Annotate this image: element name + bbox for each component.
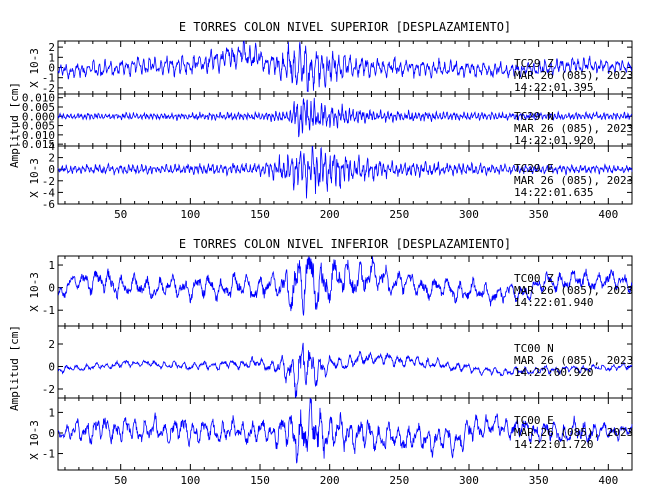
date-label-1-2: MAR 26 (085), 2023 bbox=[514, 426, 633, 439]
time-label-1-1: 14:22:00.920 bbox=[514, 366, 593, 379]
y-tick-label-0-1-5: 0.010 bbox=[22, 92, 55, 105]
y-tick-label-1-0-1: 0 bbox=[48, 282, 55, 295]
x-tick-label-1-0: 50 bbox=[114, 474, 127, 487]
y-tick-label-0-2-5: 4 bbox=[48, 140, 55, 153]
x-tick-label-0-1: 100 bbox=[180, 208, 200, 221]
date-label-0-0: MAR 26 (085), 2023 bbox=[514, 69, 633, 82]
x-tick-label-0-6: 350 bbox=[529, 208, 549, 221]
ylabel-amplitude-top: Amplitud [cm] bbox=[8, 82, 21, 168]
station-label-0-0: TC29 Z bbox=[514, 57, 554, 70]
station-label-0-1: TC29 N bbox=[514, 110, 554, 123]
y-tick-label-1-1-0: -2 bbox=[42, 383, 55, 396]
y-tick-label-0-0-3: 1 bbox=[48, 51, 55, 64]
ylabel-scale-top-3: X 10-3 bbox=[28, 158, 41, 198]
x-tick-label-1-3: 200 bbox=[320, 474, 340, 487]
station-label-1-2: TC00 E bbox=[514, 414, 554, 427]
y-tick-label-0-2-3: 0 bbox=[48, 163, 55, 176]
time-label-0-1: 14:22:01.920 bbox=[514, 134, 593, 147]
title-top: E TORRES COLON NIVEL SUPERIOR [DESPLAZAM… bbox=[179, 20, 511, 34]
x-tick-label-1-6: 350 bbox=[529, 474, 549, 487]
ylabel-scale-bottom-1: X 10-3 bbox=[28, 272, 41, 312]
y-tick-label-0-2-0: -6 bbox=[42, 198, 55, 211]
trace-0-2 bbox=[57, 146, 633, 199]
time-label-1-2: 14:22:01.720 bbox=[514, 438, 593, 451]
y-tick-label-1-2-2: 1 bbox=[48, 406, 55, 419]
y-tick-label-1-1-1: 0 bbox=[48, 361, 55, 374]
x-tick-label-1-5: 300 bbox=[459, 474, 479, 487]
time-label-0-2: 14:22:01.635 bbox=[514, 186, 593, 199]
station-label-0-2: TC29 E bbox=[514, 162, 554, 175]
trace-0-0 bbox=[57, 40, 633, 93]
y-tick-label-1-2-1: 0 bbox=[48, 427, 55, 440]
trace-1-0 bbox=[57, 256, 633, 316]
y-tick-label-0-0-1: -1 bbox=[42, 72, 55, 85]
y-tick-label-0-0-0: -2 bbox=[42, 82, 55, 95]
date-label-1-1: MAR 26 (085), 2023 bbox=[514, 354, 633, 367]
ylabel-amplitude-bottom: Amplitud [cm] bbox=[8, 325, 21, 411]
y-tick-label-0-0-4: 2 bbox=[48, 41, 55, 54]
trace-1-2 bbox=[57, 398, 633, 464]
x-tick-label-1-4: 250 bbox=[389, 474, 409, 487]
time-label-1-0: 14:22:01.940 bbox=[514, 296, 593, 309]
ylabel-scale-bottom-3: X 10-3 bbox=[28, 420, 41, 460]
x-tick-label-1-1: 100 bbox=[180, 474, 200, 487]
trace-0-1 bbox=[57, 97, 633, 138]
y-tick-label-1-2-0: -1 bbox=[42, 448, 55, 461]
y-tick-label-0-1-3: 0.000 bbox=[22, 110, 55, 123]
y-tick-label-0-0-2: 0 bbox=[48, 62, 55, 75]
date-label-0-1: MAR 26 (085), 2023 bbox=[514, 122, 633, 135]
ylabel-scale-top-1: X 10-3 bbox=[28, 48, 41, 88]
x-tick-label-0-3: 200 bbox=[320, 208, 340, 221]
y-tick-label-0-2-2: -2 bbox=[42, 175, 55, 188]
y-tick-label-0-1-2: -0.005 bbox=[15, 120, 55, 133]
y-tick-label-0-1-0: -0.015 bbox=[15, 138, 55, 151]
date-label-0-2: MAR 26 (085), 2023 bbox=[514, 174, 633, 187]
y-tick-label-0-1-4: 0.005 bbox=[22, 101, 55, 114]
y-tick-label-0-1-1: -0.010 bbox=[15, 129, 55, 142]
y-tick-label-0-2-1: -4 bbox=[42, 186, 56, 199]
x-tick-label-0-5: 300 bbox=[459, 208, 479, 221]
x-tick-label-1-2: 150 bbox=[250, 474, 270, 487]
y-tick-label-1-0-0: -1 bbox=[42, 304, 55, 317]
title-bottom: E TORRES COLON NIVEL INFERIOR [DESPLAZAM… bbox=[179, 237, 511, 251]
y-tick-label-1-0-2: 1 bbox=[48, 259, 55, 272]
station-label-1-0: TC00 Z bbox=[514, 272, 554, 285]
y-tick-label-0-2-4: 2 bbox=[48, 152, 55, 165]
panel-frame-1-2 bbox=[57, 397, 633, 471]
x-tick-label-0-7: 400 bbox=[598, 208, 618, 221]
x-tick-label-1-7: 400 bbox=[598, 474, 618, 487]
y-tick-label-1-1-2: 2 bbox=[48, 338, 55, 351]
station-label-1-1: TC00 N bbox=[514, 342, 554, 355]
x-tick-label-0-4: 250 bbox=[389, 208, 409, 221]
date-label-1-0: MAR 26 (085), 2023 bbox=[514, 284, 633, 297]
trace-1-1 bbox=[57, 342, 633, 398]
x-tick-label-0-2: 150 bbox=[250, 208, 270, 221]
panel-frame-0-2 bbox=[57, 145, 633, 205]
time-label-0-0: 14:22:01.395 bbox=[514, 81, 593, 94]
x-tick-label-0-0: 50 bbox=[114, 208, 127, 221]
